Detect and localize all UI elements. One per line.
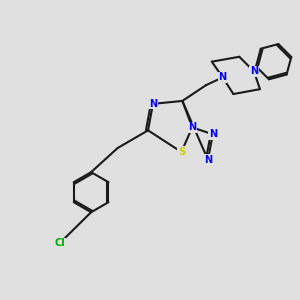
Text: N: N	[204, 155, 212, 165]
Text: N: N	[250, 67, 258, 76]
Text: S: S	[178, 147, 185, 157]
Text: N: N	[149, 99, 157, 109]
Text: N: N	[188, 122, 196, 132]
Text: Cl: Cl	[54, 238, 65, 248]
Text: N: N	[219, 72, 227, 82]
Text: N: N	[209, 129, 217, 139]
